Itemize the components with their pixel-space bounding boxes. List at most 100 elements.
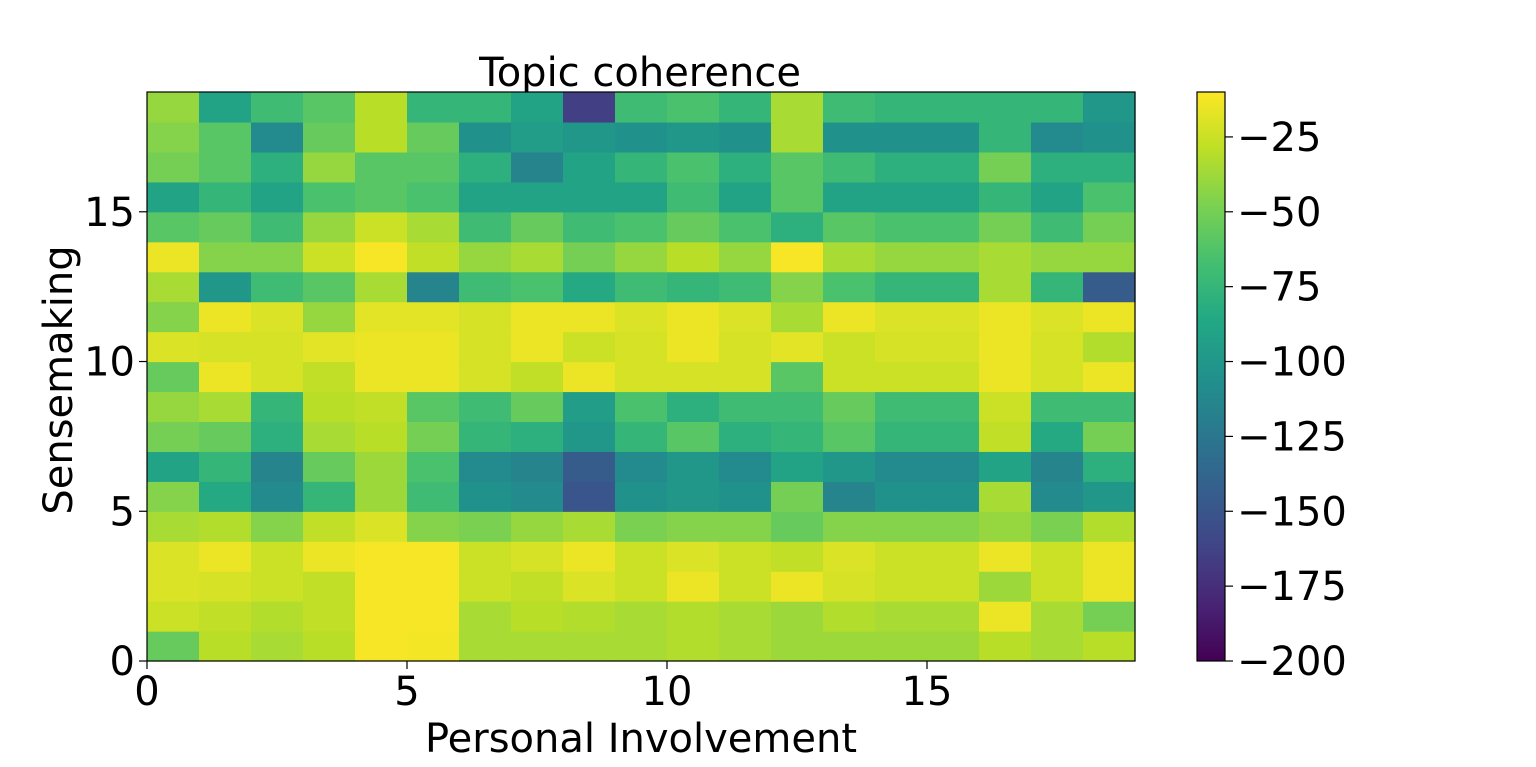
colorbar-tick-label: −175 (1237, 564, 1347, 610)
heatmap-cell (927, 391, 980, 423)
y-tick-label: 10 (84, 340, 135, 386)
heatmap-cell (251, 571, 304, 602)
heatmap-cell (979, 121, 1032, 153)
heatmap-cell (563, 121, 616, 153)
heatmap-cell (199, 211, 252, 243)
heatmap-cell (199, 361, 252, 393)
heatmap-cell (251, 421, 304, 452)
heatmap-cell (1083, 361, 1136, 393)
heatmap-cell (927, 451, 980, 482)
heatmap-cell (511, 511, 564, 542)
heatmap-cell (615, 541, 668, 572)
heatmap-cell (303, 451, 356, 482)
heatmap-cell (251, 481, 304, 512)
heatmap-cell (875, 241, 928, 273)
heatmap-cell (407, 241, 460, 273)
colorbar-tick-label: −125 (1237, 414, 1347, 460)
heatmap-cell (355, 571, 408, 602)
heatmap-cell (147, 571, 200, 602)
heatmap-cell (355, 271, 408, 303)
heatmap-cell (251, 631, 304, 662)
heatmap-cell (407, 391, 460, 423)
heatmap-cell (147, 181, 200, 213)
heatmap-cell (875, 271, 928, 303)
heatmap-cell (1031, 181, 1084, 213)
heatmap-cell (823, 331, 876, 363)
heatmap-cell (407, 92, 460, 123)
heatmap-cell (927, 571, 980, 602)
heatmap-cell (199, 421, 252, 452)
heatmap-cell (147, 601, 200, 632)
heatmap-cell (719, 631, 772, 662)
heatmap-cell (615, 631, 668, 662)
heatmap-cell (771, 631, 824, 662)
heatmap-cell (875, 481, 928, 512)
heatmap-cell (303, 271, 356, 303)
x-tick-label: 10 (642, 669, 693, 715)
heatmap-cell (511, 151, 564, 183)
heatmap-cell (823, 571, 876, 602)
heatmap-cell (823, 361, 876, 393)
heatmap-cell (199, 631, 252, 662)
heatmap-cell (407, 121, 460, 153)
heatmap-cell (1031, 271, 1084, 303)
heatmap-cell (303, 391, 356, 423)
colorbar-tick-label: −25 (1237, 115, 1321, 161)
heatmap-cell (667, 391, 720, 423)
heatmap-cell (407, 571, 460, 602)
heatmap-cell (927, 151, 980, 183)
heatmap-cell (511, 451, 564, 482)
heatmap-cell (875, 92, 928, 123)
heatmap-cell (979, 271, 1032, 303)
heatmap-cell (459, 211, 512, 243)
heatmap-cell (459, 361, 512, 393)
heatmap-cell (823, 451, 876, 482)
heatmap-cell (407, 301, 460, 333)
heatmap-cell (147, 391, 200, 423)
heatmap-cell (251, 211, 304, 243)
heatmap-cell (303, 511, 356, 542)
heatmap-cell (1083, 421, 1136, 452)
heatmap-cell (719, 331, 772, 363)
heatmap-cell (303, 631, 356, 662)
heatmap-cell (407, 331, 460, 363)
heatmap-cell (563, 331, 616, 363)
heatmap-cell (667, 481, 720, 512)
heatmap-cell (355, 601, 408, 632)
heatmap-cell (823, 391, 876, 423)
heatmap-cell (771, 361, 824, 393)
heatmap-cell (251, 301, 304, 333)
heatmap-cell (303, 331, 356, 363)
heatmap-cell (719, 511, 772, 542)
heatmap-cell (511, 541, 564, 572)
heatmap-cell (667, 421, 720, 452)
heatmap-cell (355, 391, 408, 423)
heatmap-cell (563, 481, 616, 512)
heatmap-cell (1083, 121, 1136, 153)
heatmap-cell (719, 451, 772, 482)
heatmap-cell (407, 631, 460, 662)
heatmap-cell (875, 331, 928, 363)
heatmap-cell (251, 451, 304, 482)
x-axis: 0 5 10 15 (134, 661, 952, 715)
heatmap-cell (511, 631, 564, 662)
heatmap-cell (459, 391, 512, 423)
heatmap-cell (979, 181, 1032, 213)
heatmap-cell (563, 421, 616, 452)
heatmap-cell (1031, 481, 1084, 512)
heatmap-cell (771, 601, 824, 632)
heatmap-cell (459, 301, 512, 333)
heatmap-cell (199, 92, 252, 123)
heatmap-cell (147, 151, 200, 183)
heatmap-cell (147, 631, 200, 662)
heatmap-cell (615, 92, 668, 123)
heatmap-cell (303, 301, 356, 333)
heatmap-cell (1031, 211, 1084, 243)
heatmap-cell (251, 181, 304, 213)
heatmap-cell (563, 271, 616, 303)
heatmap-cell (771, 211, 824, 243)
heatmap-cell (979, 451, 1032, 482)
heatmap-cell (147, 271, 200, 303)
heatmap-cell (927, 301, 980, 333)
heatmap-cell (615, 301, 668, 333)
